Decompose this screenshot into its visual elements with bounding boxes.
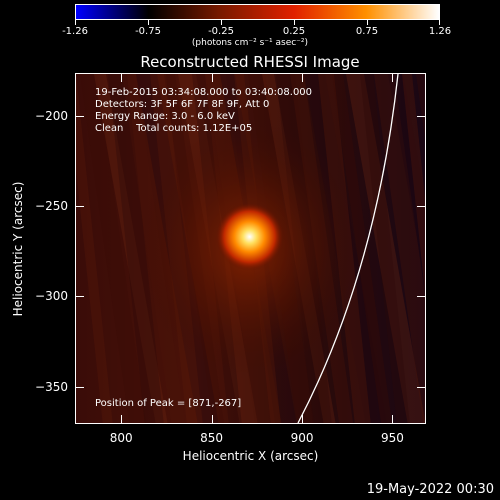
colorbar-tick-label: 0.75	[355, 26, 379, 37]
y-tick-label: −300	[35, 289, 68, 304]
image-streak	[388, 74, 425, 423]
x-tick-label: 950	[380, 431, 404, 445]
colorbar-tick	[221, 20, 222, 25]
x-tick	[121, 415, 123, 423]
x-tick-label: 850	[200, 431, 224, 445]
detectors: Detectors: 3F 5F 6F 7F 8F 9F, Att 0	[95, 99, 270, 110]
image-streak	[402, 74, 425, 423]
rhessi-image	[75, 73, 426, 424]
y-tick	[76, 115, 84, 117]
colorbar-tick	[148, 20, 149, 25]
image-streak	[346, 74, 425, 423]
colorbar-tick	[367, 20, 368, 25]
colorbar	[75, 4, 440, 20]
x-axis-label: Heliocentric X (arcsec)	[182, 449, 319, 463]
x-tick-top	[121, 74, 123, 82]
y-tick-right	[417, 115, 425, 117]
image-streak	[108, 74, 164, 423]
x-tick-top	[211, 74, 213, 82]
image-streak	[80, 74, 147, 423]
colorbar-tick	[439, 20, 440, 25]
peak-position: Position of Peak = [871,-267]	[95, 398, 242, 409]
x-tick-label: 900	[290, 431, 314, 445]
y-tick-label: −250	[35, 199, 68, 213]
colorbar-tick-label: -1.26	[62, 26, 88, 37]
x-tick	[302, 415, 304, 423]
x-tick	[211, 415, 213, 423]
image-streak	[332, 74, 393, 423]
image-streak	[94, 74, 168, 423]
y-tick-label: −200	[35, 108, 68, 123]
time-range: 19-Feb-2015 03:34:08.000 to 03:40:08.000	[95, 87, 313, 98]
colorbar-tick-label: 0.25	[282, 26, 306, 37]
colorbar-tick	[294, 20, 295, 25]
x-tick	[392, 415, 394, 423]
energy-range: Energy Range: 3.0 - 6.0 keV	[95, 111, 235, 122]
x-tick-label: 800	[109, 431, 133, 445]
y-axis-label: Heliocentric Y (arcsec)	[11, 181, 25, 317]
y-tick-right	[417, 296, 425, 298]
image-title: Reconstructed RHESSI Image	[140, 53, 360, 71]
colorbar-units: (photons cm⁻² s⁻¹ asec⁻²)	[191, 38, 309, 48]
y-tick	[76, 296, 84, 298]
image-streak	[360, 74, 410, 423]
y-tick-label: −350	[35, 379, 68, 394]
footer-date: 19-May-2022 00:30	[366, 482, 494, 497]
y-tick	[76, 206, 84, 207]
y-tick-right	[417, 386, 425, 388]
colorbar-tick-label: 1.26	[428, 26, 452, 37]
colorbar-tick-label: -0.75	[135, 26, 161, 37]
y-tick	[76, 386, 84, 388]
y-tick-right	[417, 206, 425, 207]
image-streak	[76, 74, 113, 423]
clean-counts: Clean Total counts: 1.12E+05	[95, 123, 253, 134]
image-streak	[374, 74, 425, 423]
image-canvas	[76, 74, 425, 423]
solar-limb	[297, 74, 399, 423]
colorbar-tick	[75, 20, 76, 25]
colorbar-tick-label: -0.25	[208, 26, 234, 37]
flare-source	[215, 202, 284, 271]
x-tick-top	[302, 74, 304, 82]
x-tick-top	[392, 74, 394, 82]
